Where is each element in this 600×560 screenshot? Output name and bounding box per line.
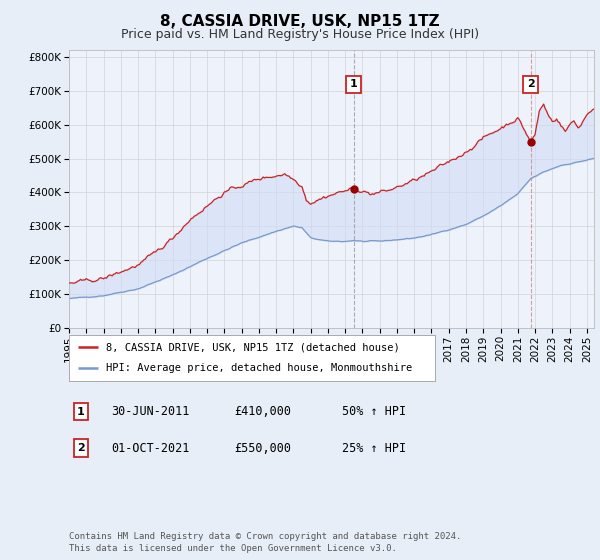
- Text: Price paid vs. HM Land Registry's House Price Index (HPI): Price paid vs. HM Land Registry's House …: [121, 28, 479, 41]
- Text: £550,000: £550,000: [234, 441, 291, 455]
- Text: 01-OCT-2021: 01-OCT-2021: [111, 441, 190, 455]
- Text: 2: 2: [527, 79, 535, 89]
- Text: 30-JUN-2011: 30-JUN-2011: [111, 405, 190, 418]
- Text: 50% ↑ HPI: 50% ↑ HPI: [342, 405, 406, 418]
- Text: 2: 2: [77, 443, 85, 453]
- Text: 8, CASSIA DRIVE, USK, NP15 1TZ: 8, CASSIA DRIVE, USK, NP15 1TZ: [160, 14, 440, 29]
- Text: £410,000: £410,000: [234, 405, 291, 418]
- Text: Contains HM Land Registry data © Crown copyright and database right 2024.
This d: Contains HM Land Registry data © Crown c…: [69, 532, 461, 553]
- Text: 25% ↑ HPI: 25% ↑ HPI: [342, 441, 406, 455]
- Text: 1: 1: [77, 407, 85, 417]
- Text: HPI: Average price, detached house, Monmouthshire: HPI: Average price, detached house, Monm…: [106, 363, 412, 374]
- Text: 1: 1: [350, 79, 358, 89]
- Text: 8, CASSIA DRIVE, USK, NP15 1TZ (detached house): 8, CASSIA DRIVE, USK, NP15 1TZ (detached…: [106, 342, 400, 352]
